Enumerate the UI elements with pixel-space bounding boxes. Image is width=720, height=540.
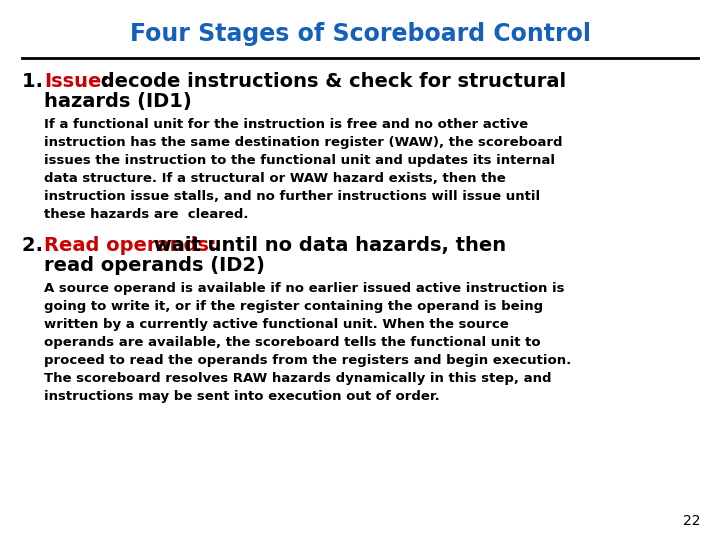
Text: wait until no data hazards, then: wait until no data hazards, then (147, 236, 506, 255)
Text: If a functional unit for the instruction is free and no other active
instruction: If a functional unit for the instruction… (44, 118, 562, 221)
Text: read operands (ID2): read operands (ID2) (44, 256, 265, 275)
Text: 22: 22 (683, 514, 700, 528)
Text: Issue:: Issue: (44, 72, 109, 91)
Text: Four Stages of Scoreboard Control: Four Stages of Scoreboard Control (130, 22, 590, 46)
Text: Read operands:: Read operands: (44, 236, 217, 255)
Text: decode instructions & check for structural: decode instructions & check for structur… (94, 72, 566, 91)
Text: 1.: 1. (22, 72, 50, 91)
Text: hazards (ID1): hazards (ID1) (44, 92, 192, 111)
Text: A source operand is available if no earlier issued active instruction is
going t: A source operand is available if no earl… (44, 282, 571, 403)
Text: 2.: 2. (22, 236, 50, 255)
